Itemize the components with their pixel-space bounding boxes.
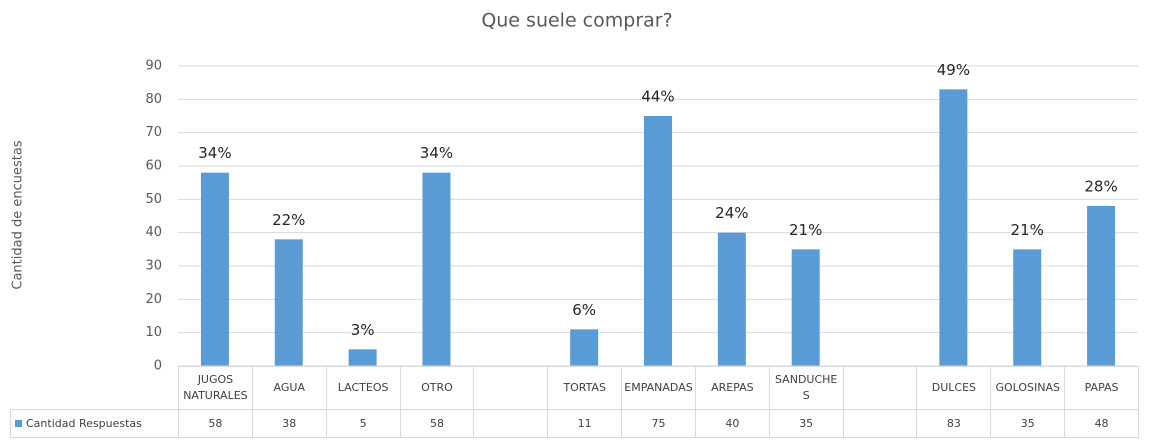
y-axis-label: Cantidad de encuestas bbox=[11, 140, 26, 289]
data-label: 28% bbox=[1084, 178, 1117, 196]
data-label: 24% bbox=[715, 204, 748, 222]
table-value: 35 bbox=[990, 409, 1066, 438]
x-tick-label: AREPAS bbox=[694, 366, 770, 410]
data-label: 3% bbox=[351, 321, 375, 339]
table-value: 58 bbox=[178, 409, 253, 438]
y-tick-label: 60 bbox=[145, 159, 162, 174]
table-value: 5 bbox=[325, 409, 401, 438]
bar bbox=[644, 116, 672, 366]
x-tick-label: OTRO bbox=[399, 366, 475, 410]
bar bbox=[570, 329, 599, 366]
data-label: 34% bbox=[198, 144, 231, 162]
bar bbox=[274, 239, 303, 366]
table-value: 40 bbox=[694, 409, 770, 438]
x-tick-label: GOLOSINAS bbox=[990, 366, 1066, 410]
y-tick-label: 80 bbox=[145, 92, 162, 107]
chart-title: Que suele comprar? bbox=[481, 10, 672, 32]
bar bbox=[939, 89, 968, 366]
data-label: 21% bbox=[1011, 221, 1044, 239]
x-tick-label: SANDUCHES bbox=[768, 366, 844, 410]
bar bbox=[1087, 206, 1116, 366]
x-tick-label: TORTAS bbox=[547, 366, 623, 410]
x-tick-label bbox=[473, 366, 549, 410]
bar bbox=[1013, 249, 1042, 366]
x-tick-label: EMPANADAS bbox=[621, 366, 696, 410]
table-value: 75 bbox=[621, 409, 696, 438]
bar bbox=[717, 232, 746, 366]
x-tick-label: JUGOS NATURALES bbox=[178, 366, 253, 410]
data-label: 6% bbox=[572, 301, 596, 319]
x-tick-label bbox=[842, 366, 918, 410]
table-value: 83 bbox=[916, 409, 992, 438]
y-tick-label: 50 bbox=[145, 192, 162, 207]
y-tick-label: 0 bbox=[154, 359, 162, 374]
x-tick-label: DULCES bbox=[916, 366, 992, 410]
bar bbox=[348, 349, 377, 366]
legend-key bbox=[15, 420, 22, 427]
bar bbox=[422, 172, 451, 366]
y-tick-label: 70 bbox=[145, 125, 162, 140]
y-tick-label: 10 bbox=[145, 325, 162, 340]
table-value: 11 bbox=[547, 409, 623, 438]
y-tick-label: 40 bbox=[145, 225, 162, 240]
data-label: 44% bbox=[641, 88, 674, 106]
table-value: 35 bbox=[768, 409, 844, 438]
bar bbox=[791, 249, 820, 366]
table-value bbox=[842, 409, 918, 438]
bar bbox=[200, 172, 229, 366]
data-label: 34% bbox=[420, 144, 453, 162]
y-tick-label: 90 bbox=[145, 59, 162, 74]
table-value: 48 bbox=[1064, 409, 1139, 438]
y-tick-label: 20 bbox=[145, 292, 162, 307]
x-tick-label: PAPAS bbox=[1064, 366, 1139, 410]
data-label: 22% bbox=[272, 211, 305, 229]
legend-cell: Cantidad Respuestas bbox=[10, 409, 179, 438]
legend-label: Cantidad Respuestas bbox=[26, 416, 142, 430]
table-value bbox=[473, 409, 549, 438]
y-tick-label: 30 bbox=[145, 259, 162, 274]
data-label: 49% bbox=[937, 61, 970, 79]
table-value: 38 bbox=[251, 409, 327, 438]
x-tick-label: AGUA bbox=[251, 366, 327, 410]
data-label: 21% bbox=[789, 221, 822, 239]
x-tick-label: LACTEOS bbox=[325, 366, 401, 410]
table-value: 58 bbox=[399, 409, 475, 438]
